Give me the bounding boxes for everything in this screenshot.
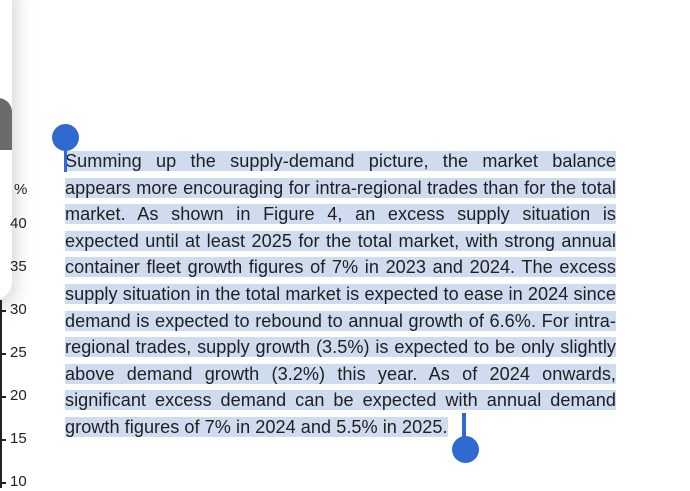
y-tick-label: 25 (10, 344, 27, 361)
y-tick-mark (0, 396, 6, 398)
y-tick-label: 35 (10, 258, 27, 275)
floating-panel (0, 0, 12, 300)
y-tick-mark (0, 353, 6, 355)
selection-end-caret (462, 413, 466, 440)
selection-start-handle[interactable] (52, 124, 79, 151)
y-axis-unit-label: % (14, 181, 28, 198)
y-tick-label: 20 (10, 387, 27, 404)
chart-fragment: % 40 35 30 25 20 15 10 (0, 0, 60, 490)
document-paragraph[interactable]: Summing up the supply-demand picture, th… (65, 148, 616, 441)
y-tick-label: 30 (10, 301, 27, 318)
y-axis-line (0, 300, 2, 488)
y-tick-label: 40 (10, 215, 27, 232)
y-tick-label: 15 (10, 430, 27, 447)
selection-start-caret (64, 148, 67, 172)
y-tick-mark (0, 310, 6, 312)
y-tick-mark (0, 482, 6, 484)
selection-end-handle[interactable] (452, 436, 479, 463)
y-tick-label: 10 (10, 473, 27, 490)
y-tick-mark (0, 439, 6, 441)
selected-text[interactable]: Summing up the supply-demand picture, th… (65, 151, 616, 437)
panel-header-tab[interactable] (0, 98, 12, 150)
